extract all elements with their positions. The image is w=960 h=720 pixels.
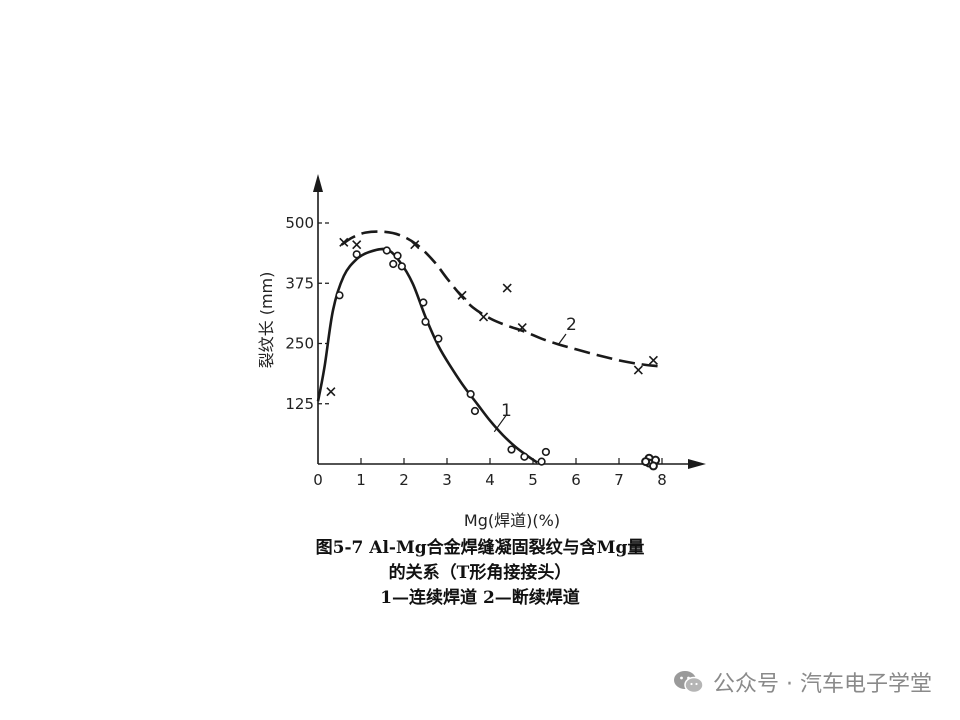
caption-legend: 1—连续焊道 2—断续焊道 (380, 588, 580, 608)
x-tick-label: 1 (356, 471, 366, 489)
x-tick-label: 3 (442, 471, 452, 489)
series-1-point (520, 452, 529, 461)
chart-ticks: 0 1 2 3 4 5 6 7 8 125 250 375 500 (285, 214, 666, 489)
series-2-point (326, 387, 336, 397)
caption-subtitle: 的关系（T形角接接头） (388, 563, 572, 583)
wechat-icon (674, 671, 704, 694)
series-2-point (352, 240, 362, 250)
series-1-point (382, 246, 391, 255)
series-1-point (466, 390, 475, 399)
series-2-point (457, 290, 467, 300)
series-1-point (335, 291, 344, 300)
x-tick-label: 4 (485, 471, 495, 489)
watermark: 公众号 · 汽车电子学堂 (673, 666, 932, 698)
cluster-point (641, 457, 651, 467)
series-1-point (537, 457, 546, 466)
series-1-point (397, 262, 406, 271)
series-1-point (352, 250, 361, 259)
x-tick-label: 7 (614, 471, 624, 489)
chart-labels: Mg(焊道)(%) 裂纹长 (mm) 1 2 (257, 272, 577, 530)
x-axis-arrow (688, 459, 706, 469)
y-axis-arrow (313, 174, 323, 192)
x-tick-label: 2 (399, 471, 409, 489)
series-1-label: 1 (501, 401, 512, 421)
series-1-point (434, 334, 443, 343)
series-2-point (502, 283, 512, 293)
series-2-label: 2 (566, 315, 577, 335)
chart-axes (313, 174, 706, 469)
x-tick-label: 5 (528, 471, 538, 489)
series-2-leader (557, 333, 567, 346)
x-tick-label: 0 (313, 471, 323, 489)
x-axis-label: Mg(焊道)(%) (464, 511, 560, 530)
y-tick-label: 125 (285, 395, 314, 413)
series-1-point (421, 317, 430, 326)
series-1-point (470, 406, 480, 416)
chart-points (326, 237, 661, 471)
series-2-curve (340, 230, 658, 368)
x-tick-label: 6 (571, 471, 581, 489)
y-tick-label: 375 (285, 274, 314, 292)
y-tick-label: 250 (285, 335, 314, 353)
chart-curves (316, 230, 658, 464)
y-axis-label: 裂纹长 (mm) (257, 272, 276, 369)
series-2-point (410, 240, 420, 250)
series-1-point (507, 445, 516, 454)
series-2-point (648, 355, 658, 365)
series-2-point (633, 365, 643, 375)
caption-title: 图5-7 Al-Mg合金焊缝凝固裂纹与含Mg量 (315, 538, 645, 558)
series-2-point (339, 237, 349, 247)
y-tick-label: 500 (285, 214, 314, 232)
cluster-point (648, 461, 658, 471)
series-1-point (419, 298, 428, 307)
series-1-curve (316, 247, 539, 464)
series-1-leader (493, 413, 508, 433)
series-2-point (517, 323, 527, 333)
series-2-point (478, 312, 489, 322)
series-1-point (389, 259, 398, 269)
watermark-text: 公众号 · 汽车电子学堂 (713, 672, 932, 697)
x-tick-label: 8 (657, 471, 667, 489)
series-1-point (393, 251, 402, 260)
series-1-point (541, 447, 551, 457)
